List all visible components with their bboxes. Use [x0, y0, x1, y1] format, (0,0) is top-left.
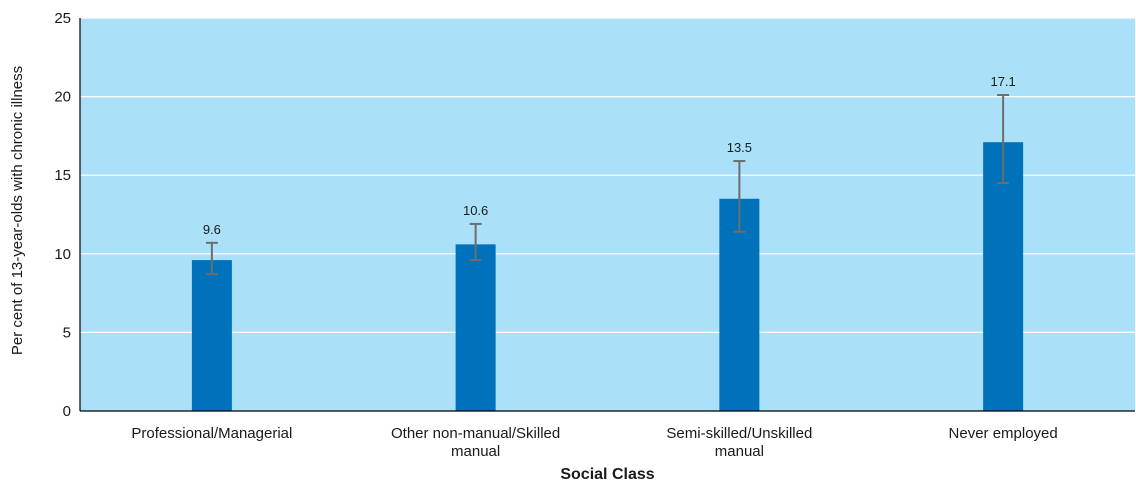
plot-area — [80, 18, 1135, 411]
data-label-2: 13.5 — [727, 140, 752, 155]
y-tick-label-5: 5 — [63, 324, 71, 341]
y-axis-title: Per cent of 13-year-olds with chronic il… — [9, 66, 26, 355]
x-tick-label-0: Professional/Managerial — [131, 425, 292, 442]
bar-2 — [719, 198, 760, 411]
data-label-0: 9.6 — [203, 222, 221, 237]
x-tick-label-1: Other non-manual/Skilled manual — [391, 425, 560, 460]
x-tick-label-3: Never employed — [949, 425, 1058, 442]
y-tick-label-25: 25 — [54, 10, 71, 27]
data-label-1: 10.6 — [463, 203, 488, 218]
y-tick-label-15: 15 — [54, 167, 71, 184]
x-axis-title: Social Class — [560, 466, 654, 483]
y-tick-label-10: 10 — [54, 246, 71, 263]
x-tick-label-2: Semi-skilled/Unskilled manual — [666, 425, 812, 460]
bar-3 — [983, 142, 1024, 412]
bar-1 — [455, 244, 496, 411]
y-tick-label-0: 0 — [63, 403, 71, 420]
bar-0 — [191, 260, 232, 411]
y-tick-label-20: 20 — [54, 89, 71, 106]
data-label-3: 17.1 — [990, 74, 1015, 89]
